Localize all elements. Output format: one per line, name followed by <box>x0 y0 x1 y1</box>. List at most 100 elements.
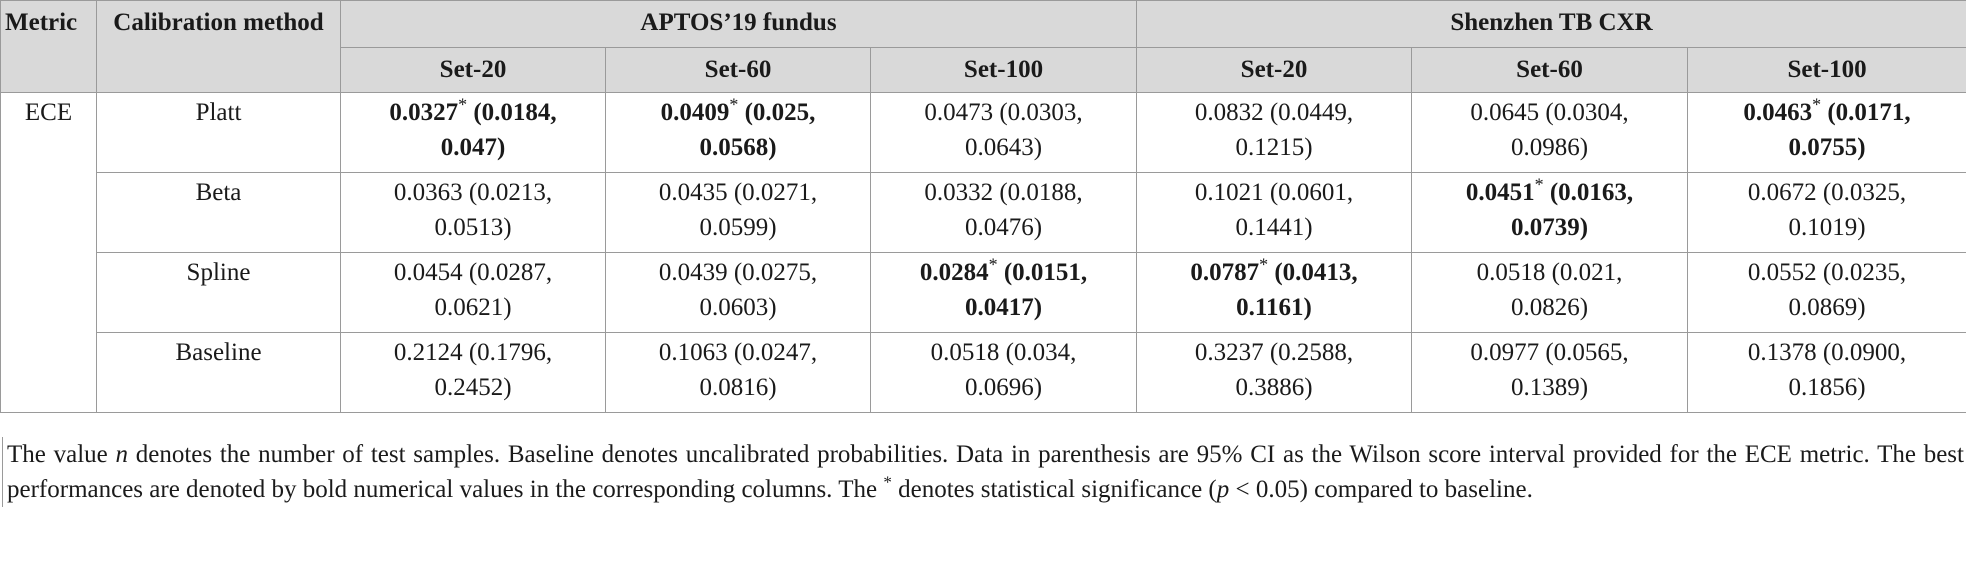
ece-value: 0.0518 <box>1476 259 1546 286</box>
value-cell: 0.0672 (0.0325, 0.1019) <box>1686 172 1966 253</box>
header-set: Set-100 <box>1686 47 1966 93</box>
ci-lower: (0.025, <box>738 99 816 126</box>
ci-lower: (0.0900, <box>1816 339 1907 366</box>
ci-lower: (0.0449, <box>1263 99 1354 126</box>
ci-upper: 0.1161) <box>1236 294 1312 321</box>
header-set: Set-100 <box>870 47 1137 93</box>
ci-lower: (0.2588, <box>1263 339 1354 366</box>
value-cell: 0.0787* (0.0413, 0.1161) <box>1136 252 1412 333</box>
ci-lower: (0.0413, <box>1268 259 1358 286</box>
value-cell: 0.0518 (0.034, 0.0696) <box>870 332 1137 413</box>
table-figure: Metric Calibration method APTOS’19 fundu… <box>0 0 1966 507</box>
ci-lower: (0.0275, <box>727 259 818 286</box>
value-cell: 0.0409* (0.025, 0.0568) <box>605 92 871 173</box>
table-footnote: The value n denotes the number of test s… <box>2 437 1964 507</box>
ci-lower: (0.0271, <box>727 179 818 206</box>
ece-value: 0.0435 <box>658 179 728 206</box>
ci-upper: 0.0696) <box>964 374 1043 401</box>
ece-value: 0.0332 <box>924 179 994 206</box>
value-cell: 0.0451* (0.0163, 0.0739) <box>1411 172 1688 253</box>
ece-value: 0.1378 <box>1747 339 1817 366</box>
ci-lower: (0.034, <box>999 339 1077 366</box>
value-cell: 0.0832 (0.0449, 0.1215) <box>1136 92 1412 173</box>
ci-lower: (0.0565, <box>1539 339 1629 366</box>
value-cell: 0.0327* (0.0184, 0.047) <box>340 92 606 173</box>
footnote-star: * <box>883 472 892 492</box>
ci-upper: 0.0643) <box>964 134 1043 161</box>
ci-lower: (0.021, <box>1545 259 1623 286</box>
ece-value: 0.1063 <box>658 339 728 366</box>
header-group-aptos: APTOS’19 fundus <box>340 0 1137 48</box>
method-cell: Spline <box>96 252 341 333</box>
ci-lower: (0.0601, <box>1263 179 1354 206</box>
method-cell: Baseline <box>96 332 341 413</box>
ece-value: 0.0409 <box>660 99 730 126</box>
value-cell: 0.0284* (0.0151, 0.0417) <box>870 252 1137 333</box>
ci-lower: (0.0163, <box>1543 179 1634 206</box>
significance-star: * <box>1259 254 1269 275</box>
footnote-text: denotes statistical significance ( <box>891 476 1217 503</box>
ci-upper: 0.1856) <box>1788 374 1866 401</box>
ece-value: 0.0645 <box>1470 99 1540 126</box>
ece-value: 0.0439 <box>658 259 728 286</box>
value-cell: 0.0552 (0.0235, 0.0869) <box>1686 252 1966 333</box>
table-body: ECE Platt 0.0327* (0.0184, 0.047) 0.0409* (0… <box>0 92 1966 413</box>
results-table: Metric Calibration method APTOS’19 fundu… <box>0 0 1966 413</box>
significance-star: * <box>458 94 468 115</box>
ci-upper: 0.0816) <box>699 374 777 401</box>
ci-upper: 0.0739) <box>1510 214 1589 241</box>
footnote-text: denotes the number of test samples. Base… <box>7 441 1964 503</box>
ci-upper: 0.047) <box>440 134 506 161</box>
ci-upper: 0.0755) <box>1788 134 1866 161</box>
ci-upper: 0.0568) <box>699 134 777 161</box>
ci-upper: 0.0826) <box>1510 294 1589 321</box>
header-metric: Metric <box>0 0 97 93</box>
ece-value: 0.0552 <box>1747 259 1817 286</box>
ci-upper: 0.2452) <box>434 374 512 401</box>
header-set: Set-60 <box>1411 47 1688 93</box>
header-group-shenzhen: Shenzhen TB CXR <box>1135 0 1966 48</box>
header-calibration-method: Calibration method <box>96 0 341 93</box>
ci-lower: (0.1796, <box>462 339 553 366</box>
ci-lower: (0.0287, <box>462 259 553 286</box>
ci-upper: 0.1441) <box>1235 214 1313 241</box>
ci-upper: 0.3886) <box>1235 374 1313 401</box>
value-cell: 0.1378 (0.0900, 0.1856) <box>1686 332 1966 413</box>
metric-cell: ECE <box>0 92 97 413</box>
ece-value: 0.1021 <box>1194 179 1264 206</box>
ece-value: 0.0977 <box>1470 339 1540 366</box>
ci-lower: (0.0151, <box>997 259 1088 286</box>
ci-lower: (0.0247, <box>727 339 818 366</box>
ci-lower: (0.0235, <box>1816 259 1907 286</box>
ci-upper: 0.0621) <box>434 294 512 321</box>
ece-value: 0.0463 <box>1743 99 1813 126</box>
ci-upper: 0.0603) <box>699 294 777 321</box>
header-set: Set-60 <box>605 47 871 93</box>
significance-star: * <box>729 94 739 115</box>
table-row: Spline 0.0454 (0.0287, 0.0621) 0.0439 (0.02… <box>1 252 1966 333</box>
header-row-sets: Set-20 Set-60 Set-100 Set-20 Set-60 Set-… <box>1 47 1966 93</box>
ci-upper: 0.0599) <box>699 214 777 241</box>
ece-value: 0.0451 <box>1465 179 1535 206</box>
ci-lower: (0.0188, <box>993 179 1083 206</box>
value-cell: 0.0363 (0.0213, 0.0513) <box>340 172 606 253</box>
footnote-p-symbol: p <box>1216 476 1230 503</box>
ece-value: 0.0787 <box>1190 259 1260 286</box>
value-cell: 0.0454 (0.0287, 0.0621) <box>340 252 606 333</box>
ci-upper: 0.1215) <box>1235 134 1313 161</box>
significance-star: * <box>1534 174 1544 195</box>
value-cell: 0.0435 (0.0271, 0.0599) <box>605 172 871 253</box>
ece-value: 0.0672 <box>1747 179 1817 206</box>
ci-lower: (0.0303, <box>993 99 1083 126</box>
value-cell: 0.0977 (0.0565, 0.1389) <box>1411 332 1688 413</box>
ci-upper: 0.0869) <box>1788 294 1866 321</box>
header-set: Set-20 <box>340 47 606 93</box>
ci-upper: 0.1389) <box>1510 374 1589 401</box>
ci-lower: (0.0213, <box>462 179 553 206</box>
value-cell: 0.1063 (0.0247, 0.0816) <box>605 332 871 413</box>
ci-upper: 0.0986) <box>1510 134 1589 161</box>
ci-lower: (0.0325, <box>1816 179 1907 206</box>
footnote-text: The value <box>7 441 116 468</box>
footnote-n-symbol: n <box>115 441 129 468</box>
value-cell: 0.0473 (0.0303, 0.0643) <box>870 92 1137 173</box>
